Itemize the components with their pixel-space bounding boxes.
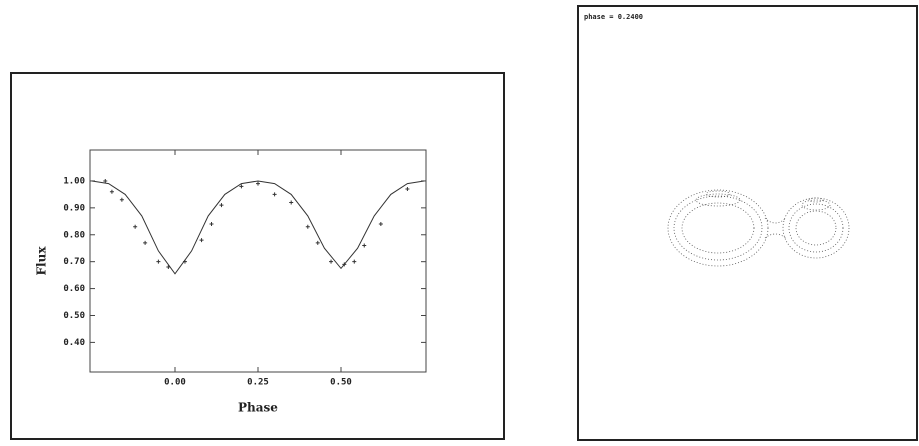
y-tick-label: 0.40 [63, 338, 85, 348]
x-tick-label: 0.50 [330, 378, 352, 388]
data-point [109, 189, 114, 194]
data-point [199, 238, 204, 243]
phase-label: phase = 0.2400 [584, 13, 643, 21]
data-point [362, 243, 367, 248]
y-axis-label: Flux [35, 246, 49, 276]
data-point [239, 184, 244, 189]
x-tick-label: 0.00 [164, 378, 186, 388]
y-tick-label: 0.70 [63, 257, 85, 267]
x-axis-label: Phase [238, 401, 278, 415]
data-point [119, 197, 124, 202]
data-point [209, 222, 214, 226]
chart-panel [10, 72, 505, 440]
y-tick-label: 0.60 [63, 284, 85, 294]
data-point [289, 200, 294, 205]
data-point [329, 259, 334, 264]
data-point [103, 178, 108, 183]
data-point [182, 259, 187, 264]
data-point [272, 192, 277, 197]
data-point [305, 224, 310, 229]
model-panel [577, 5, 918, 441]
y-tick-label: 1.00 [63, 176, 85, 186]
model-curve [91, 180, 425, 275]
data-point [143, 240, 148, 245]
data-point [166, 265, 171, 270]
y-tick-label: 0.80 [63, 230, 85, 240]
data-point [315, 240, 320, 245]
x-tick-label: 0.25 [247, 378, 269, 388]
data-point [133, 224, 138, 229]
y-tick-label: 0.50 [63, 311, 85, 321]
data-point [342, 262, 347, 267]
binary-star-model [667, 189, 850, 267]
data-point [378, 222, 383, 226]
data-point [219, 203, 224, 208]
data-point [405, 187, 410, 192]
data-point [156, 259, 161, 264]
y-tick-label: 0.90 [63, 203, 85, 213]
data-point [256, 181, 260, 186]
data-point [352, 259, 357, 264]
